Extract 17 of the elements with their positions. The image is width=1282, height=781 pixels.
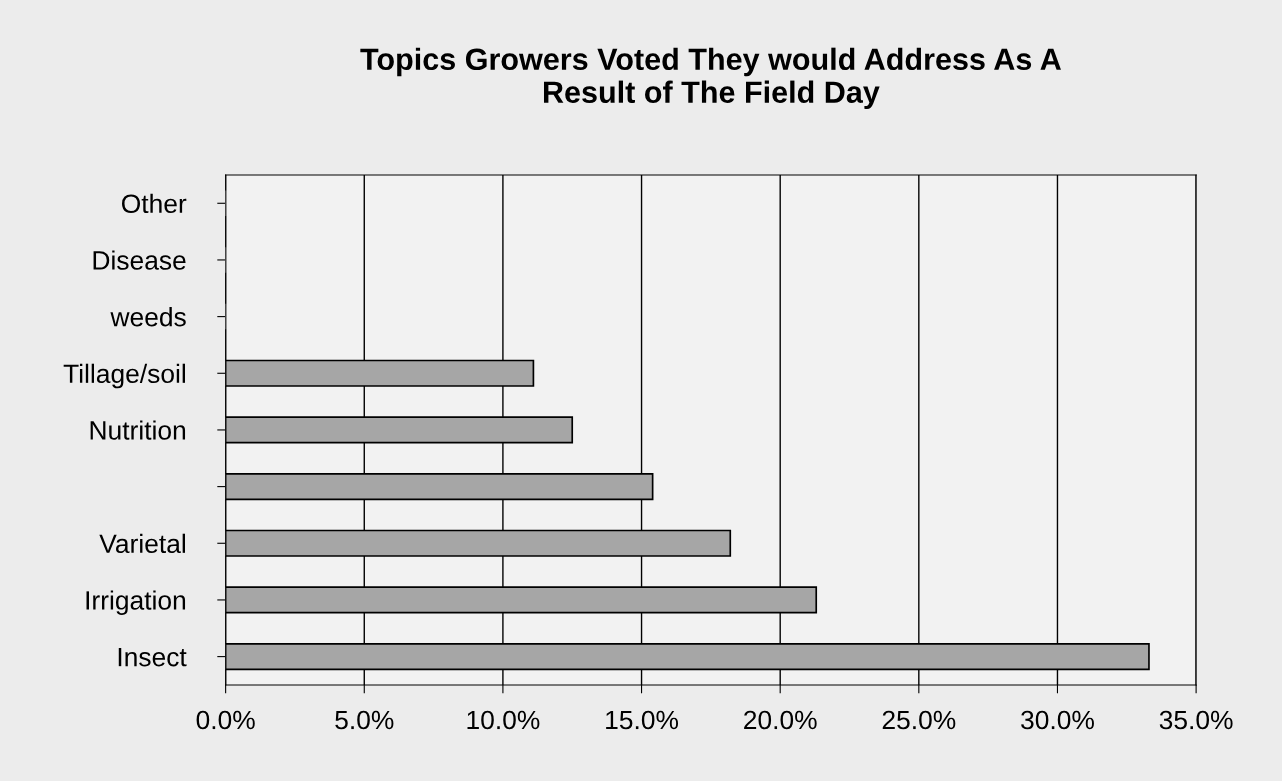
y-tick-label: Disease [93, 250, 186, 270]
x-tick-label: 25.0% [882, 710, 956, 730]
x-tick-label: 30.0% [1021, 710, 1094, 730]
x-tick-label: 15.0% [606, 710, 679, 730]
y-tick-label: Tillage/soil [63, 363, 185, 389]
x-tick-label: 0.0% [196, 710, 255, 730]
x-tick-label: 10.0% [467, 710, 540, 730]
y-tick-label: Other [122, 193, 187, 214]
y-tick-label: Nutrition [90, 420, 186, 440]
y-tick-label: Irrigation [86, 590, 186, 615]
y-tick-label: weeds [110, 307, 186, 327]
y-tick-label: Varietal [99, 533, 185, 554]
x-tick-label: 20.0% [744, 710, 817, 730]
y-tick-label: Insect [118, 648, 187, 667]
x-tick-label: 35.0% [1159, 710, 1233, 730]
x-tick-label: 5.0% [335, 710, 394, 730]
chart-title: Topics Growers Voted They would Address As A Result of The Field Day [360, 47, 1061, 110]
